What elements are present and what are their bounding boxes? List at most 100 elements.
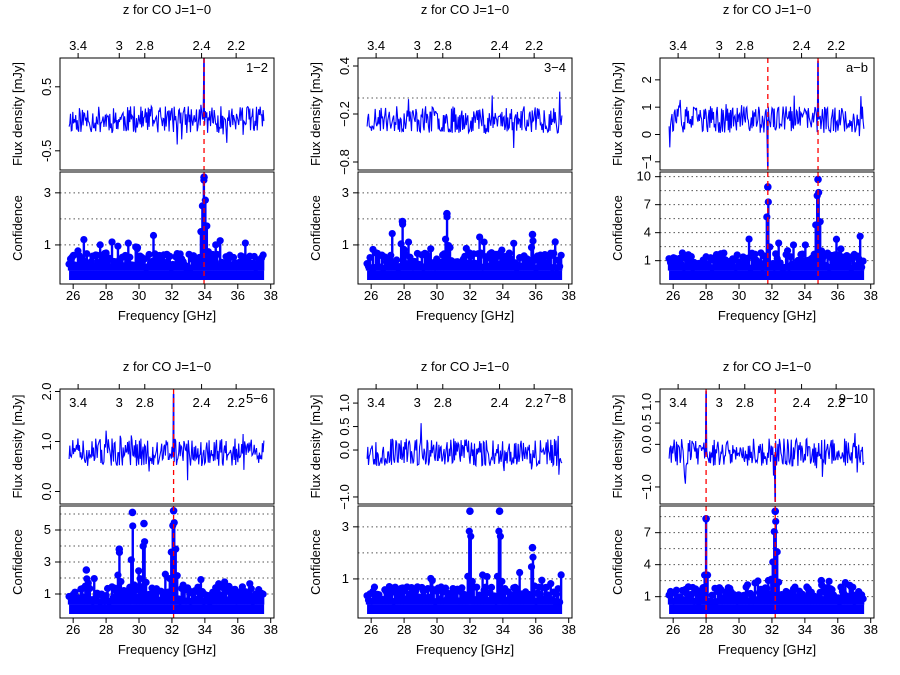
conf-point: [483, 573, 491, 581]
flux-series-line: [366, 91, 563, 149]
conf-peak-point: [528, 230, 537, 239]
conf-axis-title: Confidence: [308, 195, 323, 261]
top-tick-label: 3: [716, 395, 723, 410]
x-tick-label: 38: [263, 622, 277, 637]
top-tick-label: 2.8: [434, 395, 452, 410]
flux-tick-label: 0.5: [337, 418, 352, 436]
flux-tick-label: −1: [639, 154, 654, 169]
conf-peak-point: [495, 507, 504, 516]
conf-point: [743, 581, 752, 589]
panel-3: z for CO J=1−0 3.4 3 2.8 2.4 2.2 −1 0 1 2 Flux den…: [610, 2, 878, 323]
top-tick-label: 2.4: [491, 38, 509, 53]
conf-point: [83, 250, 91, 258]
conf-point: [516, 568, 524, 577]
conf-tick-label: 7: [644, 197, 651, 212]
top-axis-title: z for CO J=1−0: [421, 359, 509, 374]
conf-point: [166, 252, 174, 260]
conf-point: [751, 250, 759, 258]
top-tick-label: 3: [116, 38, 123, 53]
panel-1: z for CO J=1−0 3.4 3 2.8 2.4 2.2 -0.5 0.5 Flux d…: [10, 2, 278, 323]
x-tick-label: 34: [198, 622, 212, 637]
conf-point: [173, 572, 181, 580]
flux-tick-label: 1.0: [39, 432, 54, 450]
conf-point: [498, 246, 506, 254]
conf-point: [498, 577, 506, 586]
top-tick-label: 3.4: [669, 38, 687, 53]
top-tick-label: 2.8: [434, 38, 452, 53]
conf-peak-point: [764, 183, 772, 191]
conf-point: [161, 570, 169, 578]
conf-point: [393, 256, 401, 264]
flux-frame: [659, 57, 875, 171]
conf-tick-label: 3: [342, 185, 349, 200]
flux-tick-label: 0.5: [639, 414, 654, 432]
flux-tick-label: −1.0: [639, 474, 654, 500]
x-tick-label: 38: [863, 288, 877, 303]
conf-point: [772, 517, 780, 526]
conf-peak-point: [771, 507, 780, 516]
x-tick-label: 32: [765, 622, 779, 637]
conf-point: [703, 571, 712, 579]
top-tick-label: 2.4: [793, 395, 811, 410]
conf-point: [126, 253, 134, 261]
conf-point: [529, 553, 537, 561]
top-tick-label: 3.4: [669, 395, 687, 410]
panel-5: z for CO J=1−0 3.4 3 2.8 2.4 2.2 −1.0 0.0 0.5 1.0…: [308, 359, 576, 657]
conf-point: [428, 576, 436, 585]
top-tick-label: 3.4: [69, 38, 87, 53]
conf-point: [505, 249, 513, 257]
top-tick-label: 3: [716, 38, 723, 53]
panel-4: z for CO J=1−0 3.4 3 2.8 2.4 2.2 0.0 1.0 2.0 Flux…: [10, 359, 278, 657]
x-tick-label: 34: [496, 622, 510, 637]
panel-label: 5−6: [246, 391, 268, 406]
conf-base-band: [69, 270, 265, 280]
conf-point: [221, 578, 229, 586]
conf-tick-label: 1: [644, 253, 651, 268]
x-tick-label: 36: [231, 288, 245, 303]
top-axis-title: z for CO J=1−0: [123, 359, 211, 374]
conf-peak-point: [814, 175, 822, 184]
conf-point: [754, 577, 762, 585]
top-tick-label: 3: [414, 38, 421, 53]
flux-series-line: [68, 393, 265, 481]
top-tick-label: 2.4: [793, 38, 811, 53]
conf-point: [149, 231, 158, 240]
x-tick-label: 32: [463, 622, 477, 637]
conf-tick-label: 1: [342, 237, 349, 252]
x-tick-label: 38: [263, 288, 277, 303]
conf-point: [687, 253, 695, 261]
flux-axis-title: Flux density [mJy]: [610, 394, 625, 498]
flux-axis-title: Flux density [mJy]: [10, 62, 25, 166]
top-tick-label: 3.4: [69, 395, 87, 410]
flux-axis-title: Flux density [mJy]: [10, 394, 25, 498]
top-tick-label: 2.8: [736, 395, 754, 410]
x-tick-label: 34: [496, 288, 510, 303]
conf-peak-point: [200, 173, 208, 182]
conf-peak-point: [115, 545, 124, 553]
top-tick-label: 2.2: [227, 38, 245, 53]
conf-point: [496, 532, 504, 540]
panel-label: a−b: [846, 60, 868, 75]
flux-frame: [59, 57, 275, 171]
conf-point: [551, 238, 559, 246]
conf-peak-point: [398, 217, 407, 226]
panel-label: 7−8: [544, 391, 566, 406]
conf-base-band: [669, 270, 865, 280]
flux-tick-label: 0.0: [39, 482, 54, 500]
top-tick-label: 2.4: [193, 395, 211, 410]
conf-point: [480, 238, 488, 246]
conf-point: [108, 238, 116, 246]
conf-point: [468, 577, 476, 586]
x-tick-label: 36: [529, 622, 543, 637]
conf-frame: [659, 171, 875, 285]
x-tick-label: 36: [831, 622, 845, 637]
conf-base-band: [69, 604, 265, 614]
x-axis-title: Frequency [GHz]: [718, 642, 816, 657]
conf-point: [837, 245, 845, 253]
flux-tick-label: -0.5: [39, 140, 54, 162]
top-tick-label: 2.4: [491, 395, 509, 410]
top-tick-label: 2.2: [525, 395, 543, 410]
x-tick-label: 36: [529, 288, 543, 303]
x-tick-label: 30: [732, 288, 746, 303]
